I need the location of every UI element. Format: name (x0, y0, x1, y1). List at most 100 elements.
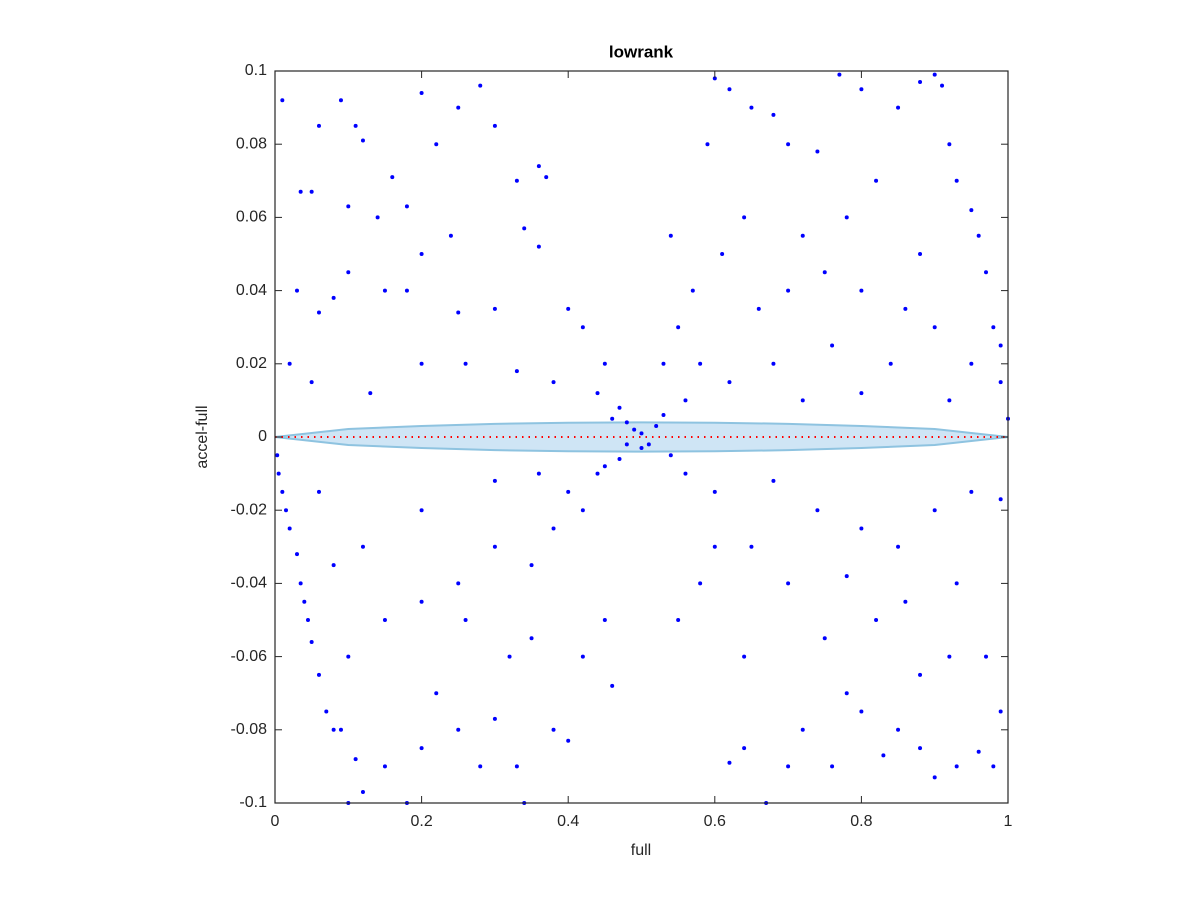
point (276, 471, 281, 476)
point (984, 270, 989, 275)
point (932, 508, 937, 513)
point (375, 215, 380, 220)
point (551, 727, 556, 732)
point (742, 746, 747, 751)
y-tick-label: -0.1 (239, 794, 267, 811)
chart-title: lowrank (609, 42, 674, 61)
point (881, 753, 886, 758)
point (309, 189, 314, 194)
point (316, 123, 321, 128)
point (302, 599, 307, 604)
y-tick-label: 0.02 (236, 355, 267, 372)
point (991, 764, 996, 769)
point (859, 288, 864, 293)
point (998, 343, 1003, 348)
point (998, 380, 1003, 385)
point (749, 105, 754, 110)
point (492, 716, 497, 721)
point (331, 727, 336, 732)
x-tick-label: 0.8 (850, 813, 872, 830)
point (698, 581, 703, 586)
point (316, 310, 321, 315)
point (727, 87, 732, 92)
point (287, 526, 292, 531)
y-tick-label: 0.04 (236, 282, 267, 299)
x-tick-label: 0.2 (410, 813, 432, 830)
point (463, 618, 468, 622)
point (756, 306, 761, 311)
y-tick-label: -0.06 (231, 648, 268, 665)
point (844, 215, 849, 220)
point (368, 391, 373, 396)
point (683, 398, 688, 403)
point (353, 123, 358, 128)
point (338, 727, 343, 732)
point (969, 489, 974, 494)
x-tick-label: 1 (1004, 813, 1013, 830)
point (771, 361, 776, 366)
point (837, 72, 842, 77)
point (690, 288, 695, 293)
point (727, 760, 732, 765)
point (456, 581, 461, 586)
point (771, 112, 776, 117)
point (360, 790, 365, 795)
point (287, 361, 292, 366)
point (514, 369, 519, 374)
point (283, 508, 288, 513)
point (947, 654, 952, 659)
point (566, 738, 571, 743)
point (771, 478, 776, 483)
point (698, 361, 703, 366)
y-tick-label: -0.02 (231, 501, 268, 518)
point (918, 79, 923, 84)
point (998, 709, 1003, 714)
point (536, 471, 541, 476)
point (888, 361, 893, 366)
point (918, 672, 923, 677)
point (492, 478, 497, 483)
point (610, 683, 615, 688)
point (991, 325, 996, 330)
point (800, 233, 805, 238)
y-tick-label: -0.04 (231, 575, 268, 592)
point (305, 618, 310, 622)
point (749, 544, 754, 549)
point (456, 105, 461, 110)
point (742, 215, 747, 220)
point (624, 442, 629, 447)
point (639, 445, 644, 450)
point (617, 456, 622, 461)
point (632, 427, 637, 432)
point (940, 83, 945, 88)
point (786, 764, 791, 769)
point (294, 552, 299, 557)
point (896, 727, 901, 732)
point (492, 306, 497, 311)
y-tick-label: 0.1 (245, 62, 267, 79)
point (382, 618, 387, 622)
point (646, 442, 651, 447)
point (551, 526, 556, 531)
point (639, 431, 644, 436)
point (815, 149, 820, 154)
point (346, 654, 351, 659)
point (419, 90, 424, 95)
point (976, 233, 981, 238)
point (478, 764, 483, 769)
point (976, 749, 981, 754)
point (676, 618, 681, 622)
y-axis-label: accel-full (194, 405, 211, 468)
point (815, 508, 820, 513)
point (529, 636, 534, 641)
point (404, 288, 409, 293)
point (918, 252, 923, 256)
point (434, 142, 439, 147)
point (859, 709, 864, 714)
point (448, 233, 453, 238)
point (544, 175, 549, 180)
point (595, 471, 600, 476)
point (969, 208, 974, 213)
point (800, 727, 805, 732)
point (624, 420, 629, 425)
